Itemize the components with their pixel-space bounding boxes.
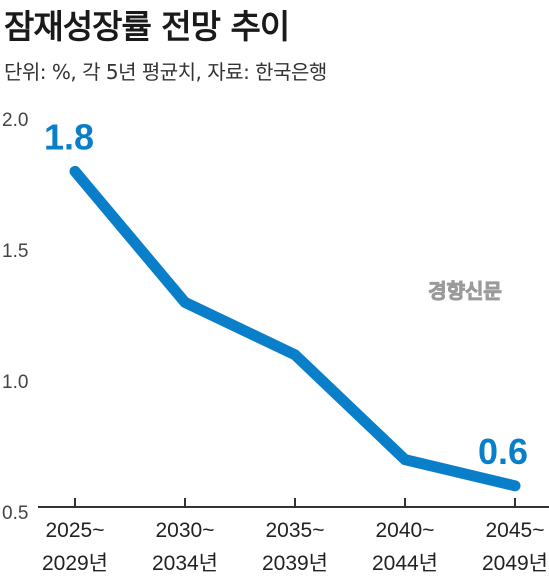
y-tick-label: 0.5 <box>2 503 28 524</box>
chart-title: 잠재성장률 전망 추이 <box>4 7 290 46</box>
x-tick-label: 2039년 <box>262 552 328 575</box>
x-tick-label: 2029년 <box>42 552 108 575</box>
y-tick-label: 1.0 <box>2 372 28 393</box>
x-tick-label: 2049년 <box>482 552 548 575</box>
y-tick-label: 2.0 <box>2 110 28 131</box>
x-tick-label: 2034년 <box>152 552 218 575</box>
series-line <box>69 165 521 492</box>
data-labels: 1.8 0.6 <box>44 116 528 471</box>
x-tick-label: 2044년 <box>372 552 438 575</box>
x-axis-ticks: 2025~ 2029년 2030~ 2034년 2035~ 2039년 2040~ 2044년… <box>42 498 548 575</box>
y-axis-ticks: 2.0 1.5 1.0 0.5 <box>2 110 28 524</box>
x-tick-label: 2040~ <box>376 519 435 542</box>
x-tick-label: 2030~ <box>156 519 215 542</box>
x-tick-label: 2045~ <box>486 519 545 542</box>
x-tick-label: 2035~ <box>266 519 325 542</box>
y-tick-label: 1.5 <box>2 241 28 262</box>
chart-subtitle: 단위: %, 각 5년 평균치, 자료: 한국은행 <box>4 60 327 84</box>
data-label: 1.8 <box>44 116 94 157</box>
watermark: 경향신문 <box>428 279 502 303</box>
data-label: 0.6 <box>478 431 528 472</box>
x-tick-label: 2025~ <box>46 519 105 542</box>
